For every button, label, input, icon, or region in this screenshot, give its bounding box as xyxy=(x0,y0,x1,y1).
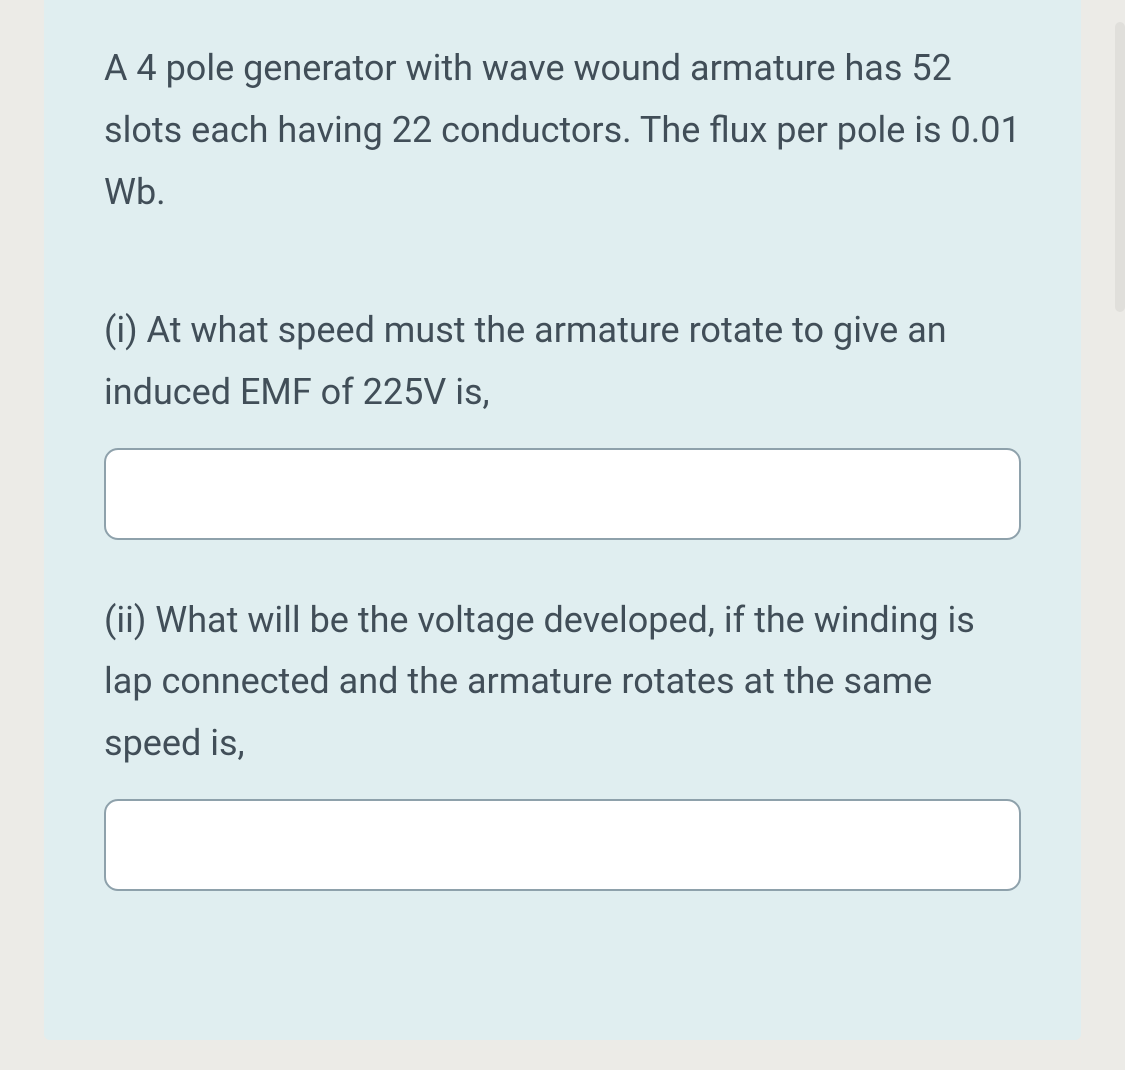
answer-input-2[interactable] xyxy=(104,799,1021,891)
scrollbar-track[interactable] xyxy=(1115,22,1125,312)
question-part-2: (ii) What will be the voltage developed,… xyxy=(104,590,1021,776)
question-part-1: (i) At what speed must the armature rota… xyxy=(104,300,1021,424)
question-card: A 4 pole generator with wave wound armat… xyxy=(44,0,1081,1040)
answer-input-1[interactable] xyxy=(104,448,1021,540)
question-intro: A 4 pole generator with wave wound armat… xyxy=(104,38,1021,224)
page-background: A 4 pole generator with wave wound armat… xyxy=(0,0,1125,1070)
